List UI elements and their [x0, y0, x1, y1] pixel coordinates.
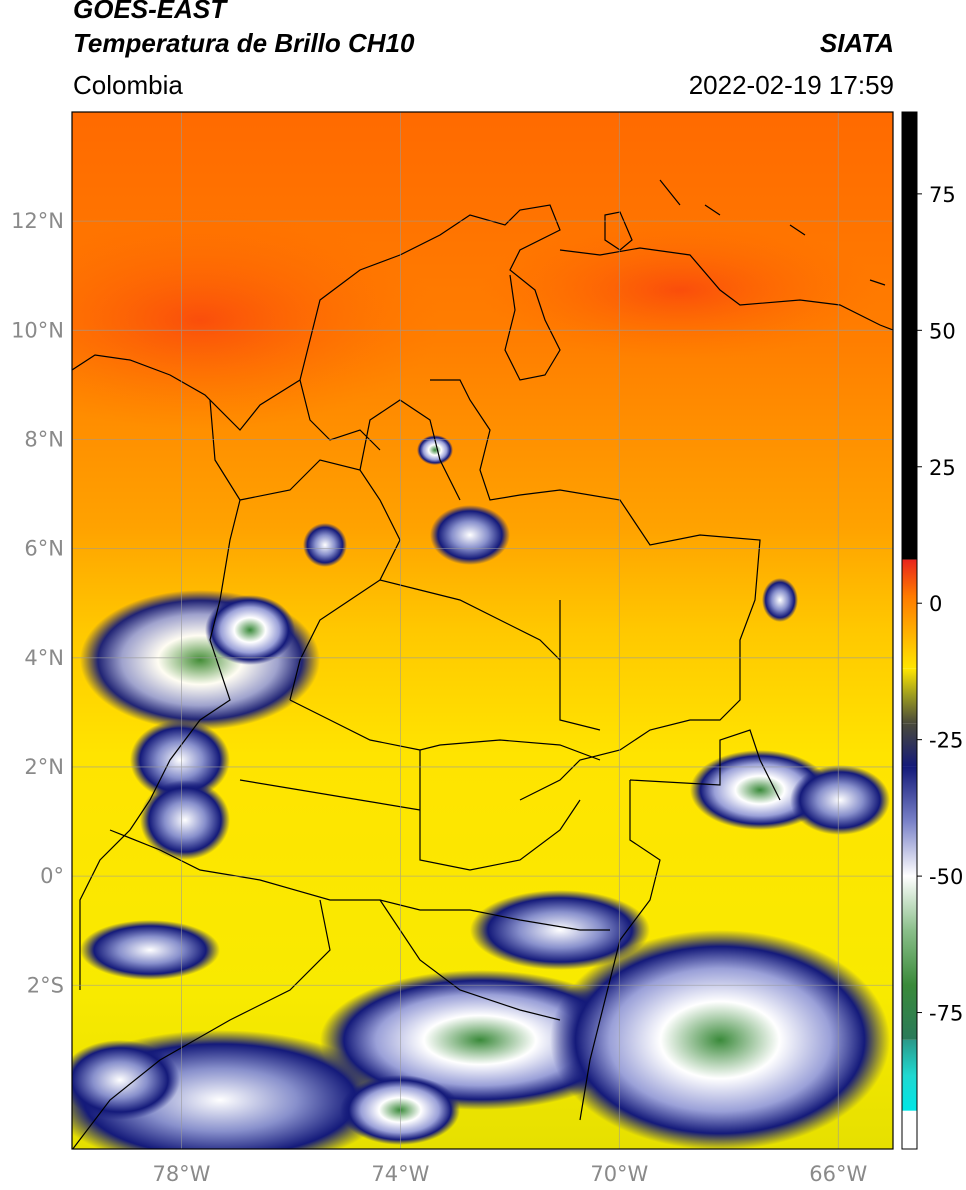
longitude-labels: 78°W 74°W 70°W 66°W	[152, 1162, 867, 1186]
peru-border	[379, 899, 561, 1021]
lat-tick-label: 8°N	[24, 427, 64, 451]
lon-tick-label: 66°W	[809, 1162, 867, 1186]
colorbar-tick-label: 0	[929, 592, 942, 616]
pacific-coast	[79, 399, 241, 990]
map-frame	[71, 111, 894, 1150]
colorbar	[901, 111, 918, 1150]
lon-tick-label: 70°W	[590, 1162, 648, 1186]
product-title: Temperatura de Brillo CH10	[73, 28, 415, 58]
dept-border-d	[289, 699, 421, 751]
dept-border-e	[239, 779, 421, 811]
dept-border-c	[379, 579, 561, 661]
caribbean-coast	[72, 204, 561, 431]
lat-tick-label: 2°N	[24, 755, 64, 779]
paraguana-peninsula	[604, 211, 633, 251]
colorbar-labels: 75 50 25 0 -25 -50 -75	[917, 183, 963, 1026]
colorbar-segment	[902, 723, 917, 767]
colorbar-tick-label: -50	[929, 865, 963, 889]
colorbar-segment	[902, 559, 917, 669]
datetime-label: 2022-02-19 17:59	[688, 70, 894, 100]
dept-border-f	[299, 379, 381, 451]
colorbar-segment	[902, 766, 917, 877]
dept-border-b	[359, 399, 461, 501]
venezuela-coast	[559, 247, 893, 331]
colombia-venezuela-border	[430, 379, 761, 801]
colorbar-segment	[902, 668, 917, 724]
region-label: Colombia	[73, 70, 183, 100]
colorbar-tick-label: 25	[929, 456, 956, 480]
lat-tick-label: 0°	[40, 864, 64, 888]
lat-tick-label: 10°N	[11, 318, 64, 342]
latitude-labels: 12°N 10°N 8°N 6°N 4°N 2°N 0° 2°S	[11, 209, 64, 997]
internal-border-a	[559, 600, 601, 731]
brightness-temperature-field	[72, 112, 893, 1149]
colombia-brazil-border	[579, 780, 661, 1121]
colorbar-segment	[902, 112, 917, 560]
satellite-title: GOES-EAST	[73, 0, 227, 24]
colorbar-frame	[901, 111, 918, 1150]
lat-tick-label: 2°S	[27, 973, 64, 997]
source-label: SIATA	[819, 28, 894, 58]
lat-tick-label: 4°N	[24, 646, 64, 670]
islands	[659, 179, 886, 286]
colorbar-tick-label: -25	[929, 729, 963, 753]
colorbar-tick-label: 75	[929, 183, 956, 207]
colorbar-tick-label: -75	[929, 1002, 963, 1026]
colorbar-segment	[902, 876, 917, 1040]
lon-tick-label: 74°W	[371, 1162, 429, 1186]
colorbar-tick-label: 50	[929, 319, 956, 343]
coastlines-and-borders	[72, 179, 893, 1149]
lat-tick-label: 6°N	[24, 537, 64, 561]
lat-tick-label: 12°N	[11, 209, 64, 233]
colorbar-segment	[902, 1110, 917, 1149]
lon-tick-label: 78°W	[152, 1162, 210, 1186]
internal-border-b	[419, 739, 601, 761]
colorbar-segment	[902, 1039, 917, 1111]
internal-border-c	[419, 750, 581, 871]
gridlines	[72, 112, 893, 1149]
peru-coast	[72, 899, 331, 1149]
